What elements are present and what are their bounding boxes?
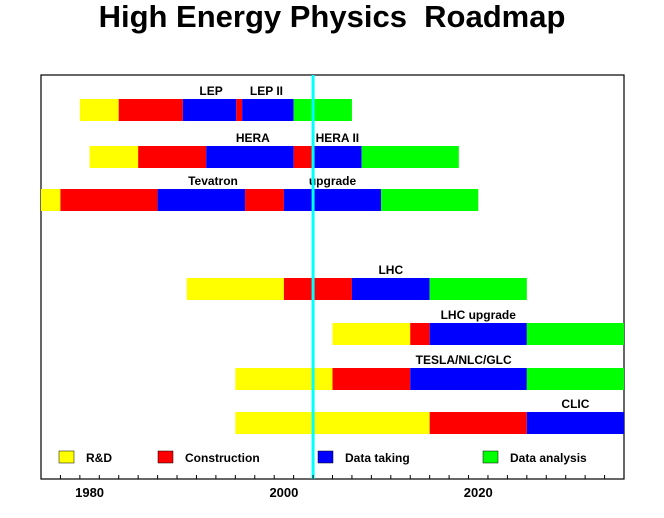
bar-segment-data_taking [526, 412, 624, 434]
bar-segment-data_analysis [526, 323, 624, 345]
project-label: HERA [236, 131, 270, 145]
bar-segment-construction [138, 146, 207, 168]
legend-swatch-rd [58, 450, 75, 464]
legend-swatch-data_analysis [482, 450, 499, 464]
bar-segment-construction [410, 323, 430, 345]
project-label: CLIC [561, 397, 589, 411]
bar-segment-data_analysis [429, 278, 527, 300]
bar-segment-rd [41, 189, 61, 211]
project-label: upgrade [309, 174, 357, 188]
bar-segment-rd [235, 412, 430, 434]
bar-segment-construction [293, 146, 314, 168]
chart-title: High Energy Physics Roadmap [98, 0, 566, 34]
x-tick-label: 2020 [464, 485, 493, 500]
project-label: LHC [378, 263, 403, 277]
bar-segment-data_analysis [361, 146, 459, 168]
project-label: TESLA/NLC/GLC [416, 353, 512, 367]
bar-segment-construction [245, 189, 284, 211]
bar-segment-construction [283, 278, 352, 300]
bar-segment-data_taking [182, 99, 237, 121]
bar-segment-construction [118, 99, 183, 121]
x-tick-label: 2000 [269, 485, 298, 500]
project-label: LEP [199, 84, 222, 98]
legend-label: R&D [86, 451, 112, 465]
x-tick-label: 1980 [75, 485, 104, 500]
bar-segment-data_taking [351, 278, 430, 300]
bar-segment-rd [186, 278, 284, 300]
bar-segment-construction [60, 189, 158, 211]
bar-segment-construction [332, 368, 411, 390]
bar-segment-data_taking [242, 99, 294, 121]
bar-segment-data_taking [206, 146, 294, 168]
project-label: LEP II [250, 84, 283, 98]
legend-label: Construction [185, 451, 260, 465]
bar-segment-data_taking [429, 323, 527, 345]
project-label: HERA II [316, 131, 360, 145]
bar-segment-data_taking [283, 189, 382, 211]
bar-segment-data_taking [157, 189, 246, 211]
bar-segment-data_analysis [293, 99, 352, 121]
bar-segment-data_analysis [381, 189, 479, 211]
legend-swatch-construction [157, 450, 174, 464]
bar-segment-rd [332, 323, 411, 345]
legend-label: Data analysis [510, 451, 587, 465]
project-label: Tevatron [188, 174, 238, 188]
bar-segment-construction [429, 412, 527, 434]
bar-segment-rd [89, 146, 139, 168]
bar-segment-data_taking [410, 368, 527, 390]
bar-segment-rd [235, 368, 333, 390]
legend-label: Data taking [345, 451, 410, 465]
legend-swatch-data_taking [317, 450, 334, 464]
bar-segment-construction [236, 99, 243, 121]
bar-segment-data_analysis [526, 368, 624, 390]
bar-segment-rd [79, 99, 119, 121]
bar-segment-data_taking [313, 146, 362, 168]
project-label: LHC upgrade [441, 308, 517, 322]
